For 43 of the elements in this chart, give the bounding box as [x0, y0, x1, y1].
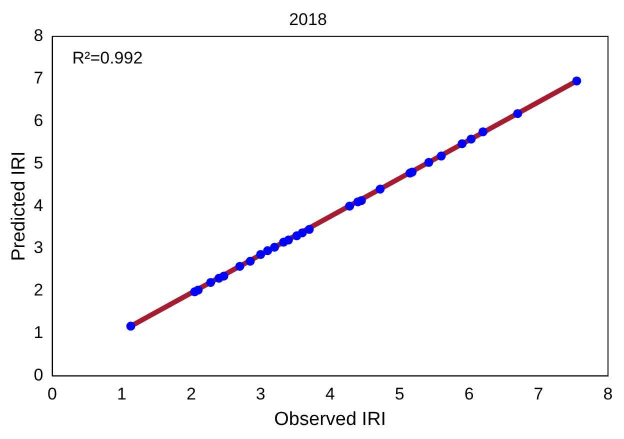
- x-tick-label: 1: [116, 384, 126, 404]
- point: [304, 224, 314, 234]
- y-tick-label: 7: [34, 68, 44, 88]
- point: [466, 134, 476, 144]
- point: [270, 242, 280, 252]
- point: [424, 158, 434, 167]
- point: [126, 322, 136, 331]
- x-tick-label: 3: [256, 384, 266, 404]
- annotation: R²=0.992: [72, 48, 143, 68]
- y-tick-label: 3: [34, 238, 44, 258]
- x-axis-title: Observed IRI: [274, 408, 386, 430]
- y-tick-label: 1: [34, 323, 44, 342]
- chart-title: 2018: [289, 10, 327, 29]
- point: [376, 184, 385, 194]
- point: [436, 152, 446, 161]
- point: [572, 76, 582, 86]
- point: [256, 250, 266, 259]
- x-tick-label: 5: [394, 384, 404, 404]
- y-tick-label: 5: [34, 153, 44, 172]
- point: [513, 109, 522, 118]
- point: [345, 202, 354, 211]
- x-tick-label: 6: [464, 384, 474, 404]
- point: [246, 256, 255, 266]
- y-axis-title: Predicted IRI: [8, 151, 30, 262]
- point: [478, 127, 488, 136]
- point: [284, 236, 293, 245]
- point: [219, 272, 228, 281]
- x-tick-label: 0: [48, 384, 57, 404]
- point: [263, 246, 272, 256]
- y-tick-label: 0: [34, 365, 44, 384]
- y-tick-label: 4: [34, 196, 44, 215]
- point: [206, 278, 216, 287]
- y-tick-label: 6: [34, 110, 44, 130]
- point: [458, 139, 467, 148]
- x-tick-label: 4: [325, 384, 335, 404]
- point: [298, 228, 307, 238]
- x-tick-label: 8: [603, 384, 613, 404]
- point: [194, 286, 203, 295]
- x-tick-label: 2: [186, 384, 196, 404]
- x-tick-label: 7: [534, 384, 544, 404]
- y-tick-label: 2: [34, 280, 44, 300]
- y-tick-label: 8: [34, 26, 44, 46]
- point: [235, 262, 244, 271]
